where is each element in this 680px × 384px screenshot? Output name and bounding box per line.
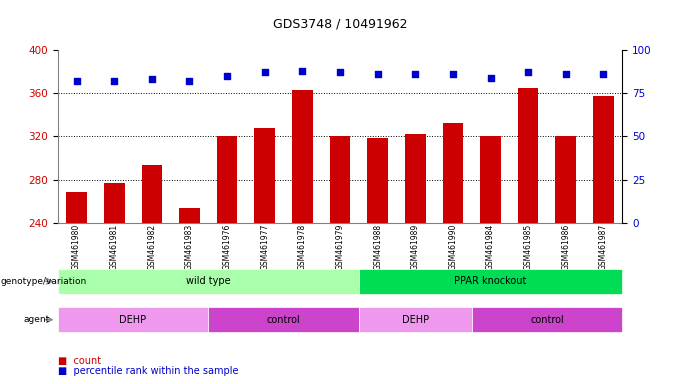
Bar	[254, 127, 275, 384]
Bar	[405, 134, 426, 384]
Text: agent: agent	[24, 315, 50, 324]
Bar	[179, 208, 200, 384]
Point	[297, 68, 308, 74]
Point	[109, 78, 120, 84]
Point	[146, 76, 157, 83]
Text: DEHP: DEHP	[120, 314, 147, 325]
Text: PPAR knockout: PPAR knockout	[454, 276, 527, 286]
Point	[372, 71, 383, 77]
Bar	[141, 166, 163, 384]
Point	[184, 78, 195, 84]
Point	[447, 71, 458, 77]
Text: control: control	[530, 314, 564, 325]
Bar	[104, 183, 124, 384]
Point	[335, 70, 345, 76]
Bar	[517, 88, 539, 384]
Text: GDS3748 / 10491962: GDS3748 / 10491962	[273, 17, 407, 30]
Point	[523, 70, 534, 76]
Text: ■  percentile rank within the sample: ■ percentile rank within the sample	[58, 366, 238, 376]
Bar	[593, 96, 614, 384]
Point	[560, 71, 571, 77]
Bar	[367, 139, 388, 384]
Text: control: control	[267, 314, 301, 325]
Text: ■  count: ■ count	[58, 356, 101, 366]
Bar	[66, 192, 87, 384]
Point	[598, 71, 609, 77]
Point	[222, 73, 233, 79]
Text: genotype/variation: genotype/variation	[1, 277, 87, 286]
Point	[71, 78, 82, 84]
Bar	[480, 136, 501, 384]
Text: DEHP: DEHP	[402, 314, 429, 325]
Point	[410, 71, 421, 77]
Bar	[556, 136, 576, 384]
Bar	[443, 123, 463, 384]
Bar	[292, 90, 313, 384]
Point	[485, 74, 496, 81]
Bar	[330, 136, 350, 384]
Bar	[217, 136, 237, 384]
Point	[259, 70, 270, 76]
Text: wild type: wild type	[186, 276, 231, 286]
